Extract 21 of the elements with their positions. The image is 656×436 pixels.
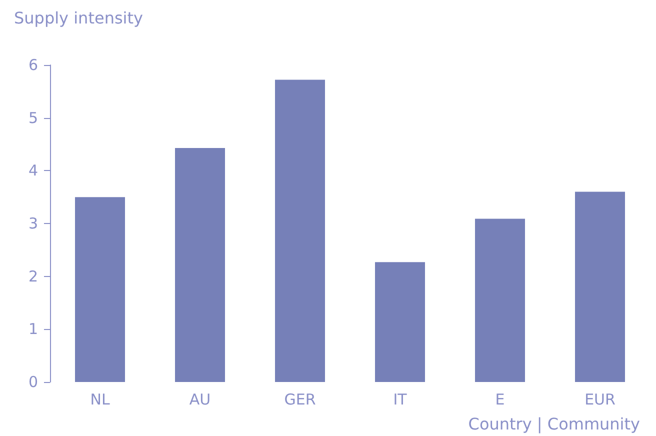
y-tick-label: 5 [28,108,38,127]
x-tick-label: AU [189,390,211,408]
x-tick-label: IT [393,390,408,408]
bar [375,262,425,382]
y-tick-label: 0 [28,373,38,391]
bar [175,148,225,382]
x-tick-label: NL [90,390,110,408]
x-axis-title: Country | Community [468,414,640,434]
x-tick-label: EUR [584,390,616,408]
y-tick-label: 6 [28,56,38,74]
y-tick-label: 4 [28,162,38,180]
y-tick-label: 2 [28,267,38,286]
bar [275,80,325,382]
x-tick-label: E [495,390,505,408]
x-tick-label: GER [284,390,316,408]
bar [575,192,625,382]
bar [75,197,125,382]
y-tick-label: 1 [28,320,38,338]
y-tick-label: 3 [28,214,38,232]
y-axis-title: Supply intensity [14,8,143,28]
bar [475,218,525,382]
